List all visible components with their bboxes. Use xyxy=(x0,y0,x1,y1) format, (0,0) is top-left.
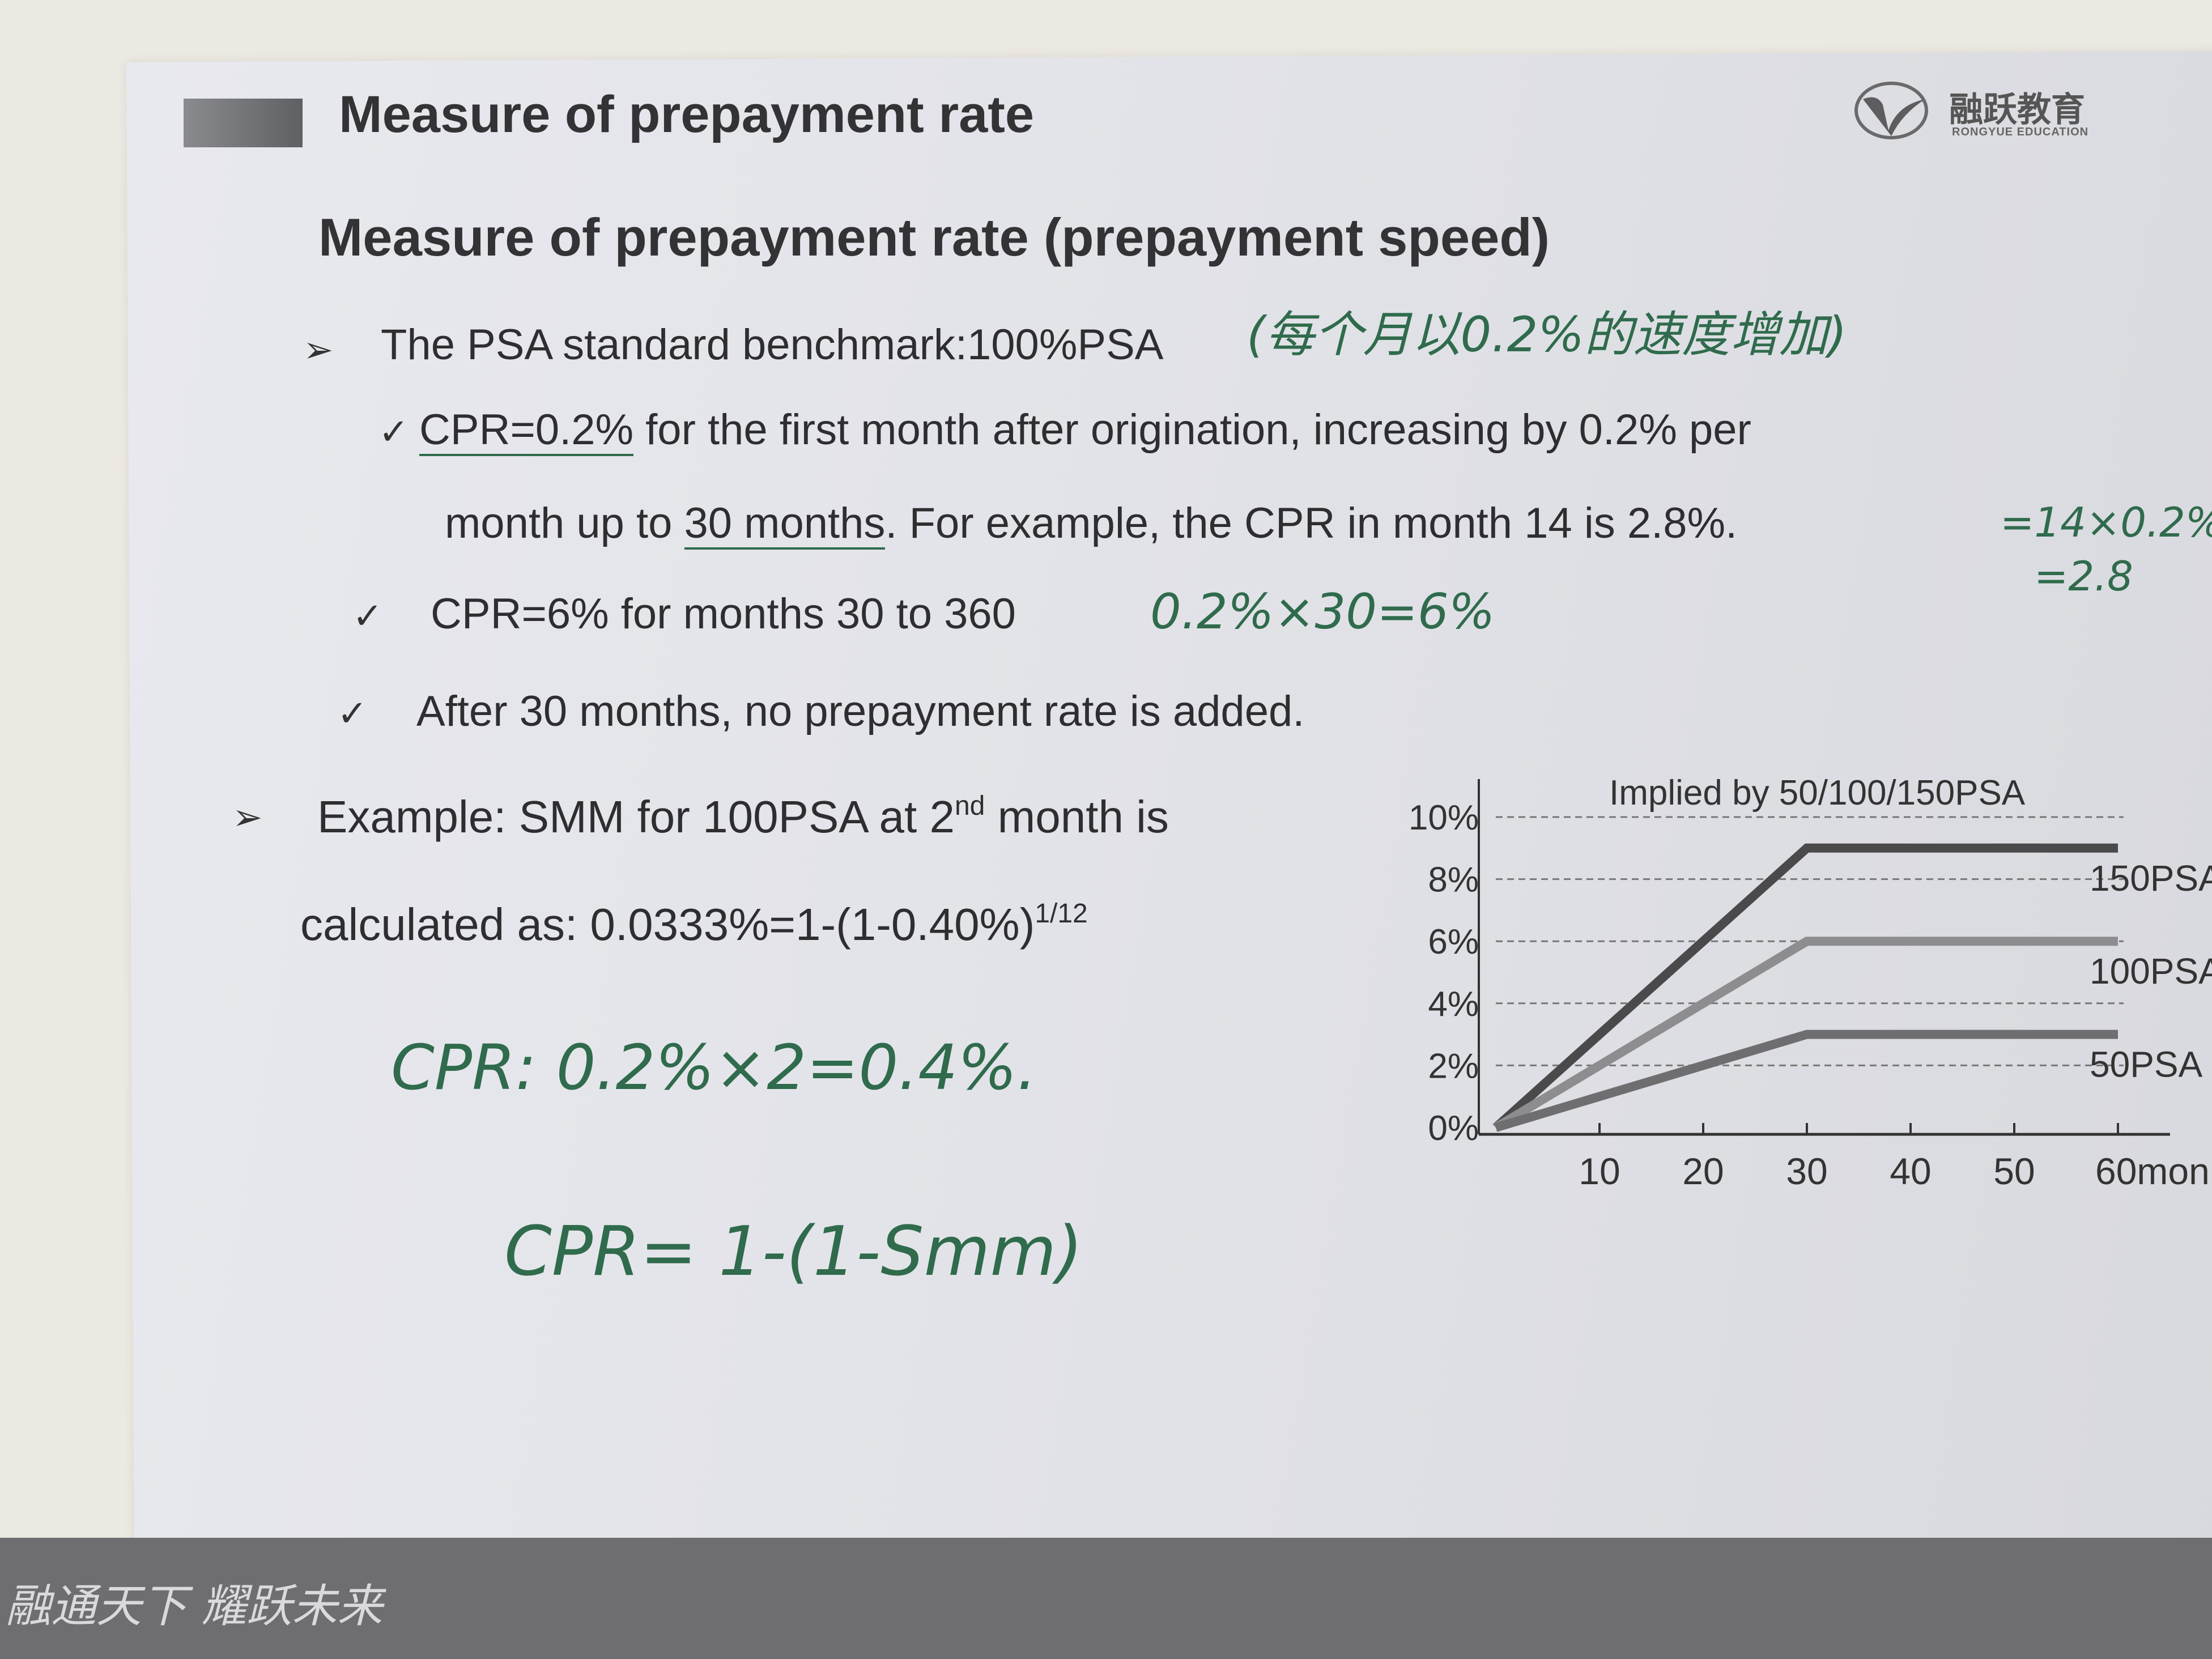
check-item-continuation: month up to 30 months. For example, the … xyxy=(445,499,1738,550)
x-tick-label: 60mon xyxy=(2095,1150,2210,1192)
page-title: Measure of prepayment rate xyxy=(339,86,1035,143)
x-tick-label: 20 xyxy=(1682,1150,1724,1192)
check-item-cpr-first-month: CPR=0.2% for the first month after origi… xyxy=(419,405,1751,456)
footer-slogan: 融通天下 耀跃未来 xyxy=(6,1580,383,1632)
y-tick-label: 8% xyxy=(1428,861,1479,900)
example-sup: nd xyxy=(954,791,985,821)
example-text-b: month is xyxy=(985,792,1169,843)
series-label-50PSA: 50PSA xyxy=(2090,1044,2203,1085)
check1-text-e: . For example, the CPR in month 14 is 2.… xyxy=(885,499,1738,547)
check-item-after-30: After 30 months, no prepayment rate is a… xyxy=(416,687,1305,735)
y-tick-label: 4% xyxy=(1428,985,1479,1024)
check-icon: ✓ xyxy=(337,693,368,734)
underlined-cpr: CPR=0.2% xyxy=(419,406,634,456)
y-tick-label: 2% xyxy=(1428,1047,1479,1086)
y-tick-label: 10% xyxy=(1409,798,1479,837)
handwritten-cpr-calc: CPR: 0.2%×2=0.4%. xyxy=(391,1031,1037,1104)
x-tick-label: 30 xyxy=(1786,1150,1827,1192)
check-icon: ✓ xyxy=(378,411,409,452)
check1-text: for the first month after origination, i… xyxy=(633,406,1751,454)
handwritten-note-month14-result: =2.8 xyxy=(2034,552,2133,600)
logo-text-cn: 融跃教育 xyxy=(1949,91,2085,129)
example-text: Example: SMM for 100PSA at 2nd month is xyxy=(317,790,1169,843)
x-tick-label: 50 xyxy=(1993,1150,2035,1192)
handwritten-note-month14: =14×0.2% xyxy=(2000,499,2212,546)
calculation-text: calculated as: 0.0333%=1-(1-0.40%)1/12 xyxy=(300,898,1088,951)
logo-icon xyxy=(1854,82,1928,139)
calc-exponent: 1/12 xyxy=(1035,899,1088,929)
handwritten-cpr-formula: CPR= 1-(1-Smm) xyxy=(504,1213,1083,1291)
x-tick-label: 40 xyxy=(1890,1150,1931,1192)
series-line-150PSA xyxy=(1492,843,2118,1131)
series-line-50PSA xyxy=(1494,1030,2118,1132)
handwritten-note-psa: (每个月以0.2%的速度增加) xyxy=(1247,307,1847,363)
check-item-cpr-6: CPR=6% for months 30 to 360 xyxy=(431,590,1016,638)
check-icon: ✓ xyxy=(352,595,383,636)
series-label-150PSA: 150PSA xyxy=(2090,858,2212,899)
underlined-30-months: 30 months xyxy=(684,499,886,550)
chart-title: Implied by 50/100/150PSA xyxy=(1609,773,2026,813)
header-block xyxy=(184,99,303,147)
footer-band xyxy=(0,1538,2212,1659)
series-label-100PSA: 100PSA xyxy=(2090,951,2212,992)
arrow-bullet-icon: ➢ xyxy=(303,329,334,370)
y-tick-label: 6% xyxy=(1428,922,1479,962)
calc-text: calculated as: 0.0333%=1-(1-0.40%) xyxy=(300,899,1035,950)
check1-text-c: month up to xyxy=(445,499,684,547)
handwritten-note-cpr6: 0.2%×30=6% xyxy=(1150,584,1495,640)
bullet-psa-benchmark: The PSA standard benchmark:100%PSA xyxy=(381,321,1164,369)
logo xyxy=(1852,79,1937,144)
series-line-100PSA xyxy=(1493,937,2118,1131)
logo-text-en: RONGYUE EDUCATION xyxy=(1952,126,2089,138)
x-tick-label: 10 xyxy=(1579,1150,1620,1192)
psa-chart: Implied by 50/100/150PSA 0% 2% 4% 6% 8% 10% 10… xyxy=(1409,773,2212,1192)
arrow-bullet-icon: ➢ xyxy=(232,797,263,837)
y-tick-label: 0% xyxy=(1428,1109,1479,1148)
section-heading: Measure of prepayment rate (prepayment s… xyxy=(318,207,1550,267)
example-text-a: Example: SMM for 100PSA at 2 xyxy=(317,792,955,843)
